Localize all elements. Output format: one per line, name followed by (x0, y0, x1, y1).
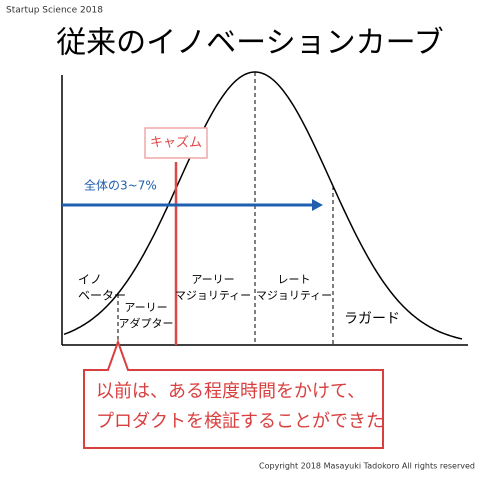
segment-label: イノ (78, 273, 102, 287)
segment-label: マジョリティー (256, 289, 332, 302)
chasm-box (144, 127, 208, 159)
bell-curve (63, 71, 463, 340)
segment-label: アーリー (124, 301, 167, 314)
callout-text: 以前は、ある程度時間をかけて、 (96, 381, 365, 402)
callout-text: プロダクトを検証することができた (96, 411, 384, 432)
segment-label: アーリー (191, 273, 234, 286)
segment-label: マジョリティー (175, 289, 251, 302)
copyright: Copyright 2018 Masayuki Tadokoro All rig… (259, 462, 475, 471)
segment-label: アダプター (119, 316, 174, 330)
brand: Startup Science 2018 (6, 6, 103, 16)
arrow-head (312, 199, 323, 211)
callout-box (83, 339, 384, 449)
segment-label: ベーター (78, 289, 126, 303)
chasm-label: キャズム (150, 135, 202, 151)
segment-label: レート (278, 273, 311, 286)
segment-label: ラガード (344, 311, 400, 327)
title: 従来のイノベーションカーブ (56, 26, 444, 61)
share-label: 全体の3~7% (84, 178, 157, 193)
